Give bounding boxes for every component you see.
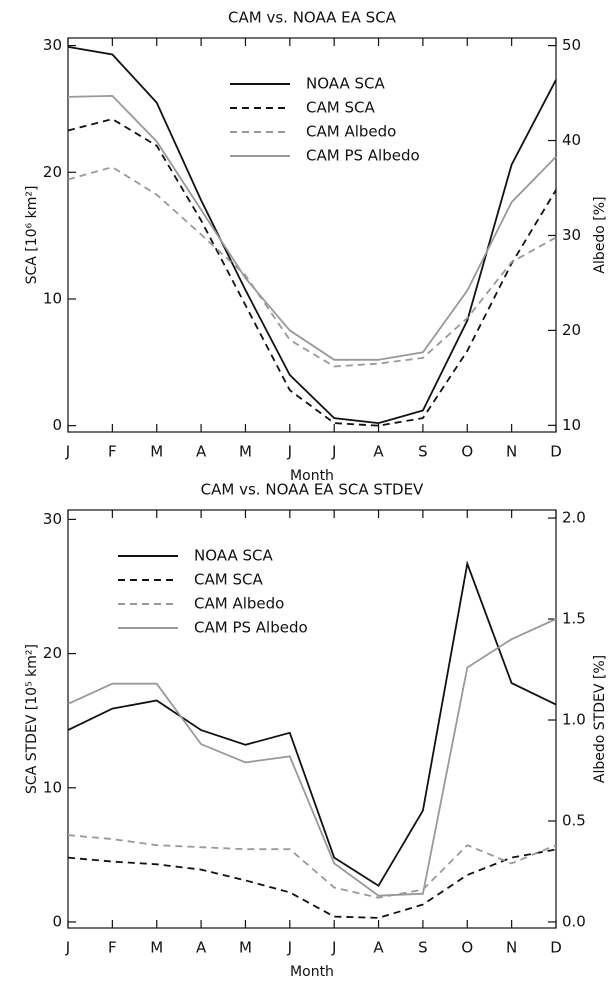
plot-frame (67, 37, 557, 433)
legend-label: CAM SCA (194, 571, 263, 589)
y2-tick-label: 1.5 (562, 610, 586, 628)
y2-tick-label: 50 (562, 36, 581, 54)
x-tick-label: N (506, 939, 517, 957)
x-tick-label: F (108, 443, 117, 461)
y2-tick-label: 0.0 (562, 912, 586, 930)
y-axis-label: SCA STDEV [10⁵ km²] (24, 644, 40, 794)
y2-axis-label: Albedo [%] (592, 196, 608, 273)
y-tick-label: 0 (52, 416, 62, 434)
legend-label: CAM PS Albedo (306, 147, 420, 165)
x-tick-label: J (331, 939, 336, 957)
x-tick-label: M (239, 939, 252, 957)
chart-title: CAM vs. NOAA EA SCA (228, 9, 397, 27)
x-axis-label: Month (290, 964, 334, 980)
x-tick-label: D (550, 443, 562, 461)
y-tick-label: 30 (43, 36, 62, 54)
series-line (67, 166, 557, 368)
x-axis-label: Month (290, 468, 334, 484)
x-tick-label: J (287, 939, 292, 957)
plot-frame (67, 509, 557, 929)
series-line (67, 834, 557, 899)
y2-tick-label: 40 (562, 131, 581, 149)
x-tick-label: S (418, 443, 428, 461)
series-line (67, 118, 557, 427)
series-line (67, 94, 557, 361)
legend-label: CAM Albedo (306, 123, 396, 141)
series-line (67, 560, 557, 887)
y-tick-label: 20 (43, 163, 62, 181)
x-tick-label: M (239, 443, 252, 461)
y-tick-label: 20 (43, 644, 62, 662)
legend-label: CAM PS Albedo (194, 619, 308, 637)
legend-label: CAM SCA (306, 99, 375, 117)
x-tick-label: J (331, 443, 336, 461)
y2-tick-label: 0.5 (562, 811, 586, 829)
x-tick-label: F (108, 939, 117, 957)
legend-label: NOAA SCA (306, 75, 385, 93)
y-axis-label: SCA [10⁶ km²] (24, 186, 40, 285)
x-tick-label: J (65, 443, 70, 461)
x-tick-label: J (287, 443, 292, 461)
x-tick-label: A (196, 443, 207, 461)
x-tick-label: N (506, 443, 517, 461)
legend-label: NOAA SCA (194, 547, 273, 565)
y-tick-label: 0 (52, 912, 62, 930)
x-tick-label: A (373, 939, 384, 957)
x-tick-label: S (418, 939, 428, 957)
x-tick-label: O (461, 939, 473, 957)
y2-tick-label: 10 (562, 416, 581, 434)
x-tick-label: J (65, 939, 70, 957)
x-tick-label: M (150, 443, 163, 461)
legend-label: CAM Albedo (194, 595, 284, 613)
y2-tick-label: 20 (562, 321, 581, 339)
x-tick-label: A (196, 939, 207, 957)
x-tick-label: D (550, 939, 562, 957)
x-tick-label: A (373, 443, 384, 461)
y-tick-label: 10 (43, 289, 62, 307)
y2-axis-label: Albedo STDEV [%] (592, 655, 608, 783)
y-tick-label: 30 (43, 510, 62, 528)
series-line (67, 848, 557, 919)
y-tick-label: 10 (43, 778, 62, 796)
x-tick-label: O (461, 443, 473, 461)
series-line (67, 46, 557, 425)
y2-tick-label: 1.0 (562, 711, 586, 729)
x-tick-label: M (150, 939, 163, 957)
series-line (67, 618, 557, 897)
chart-title: CAM vs. NOAA EA SCA STDEV (201, 481, 424, 499)
y2-tick-label: 30 (562, 226, 581, 244)
y2-tick-label: 2.0 (562, 509, 586, 527)
